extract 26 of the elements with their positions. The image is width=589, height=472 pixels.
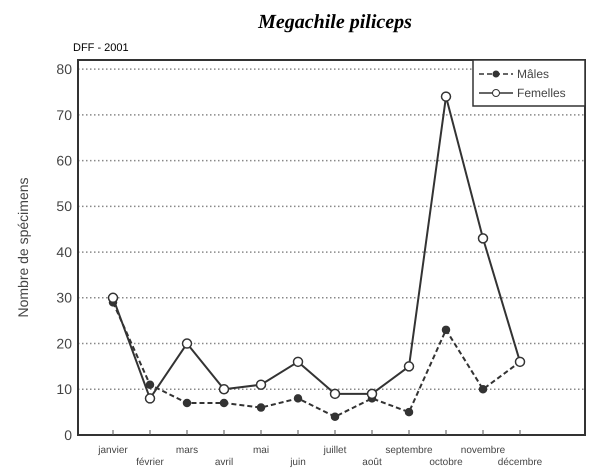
x-tick-label: février [136,457,165,468]
y-tick-label: 60 [56,152,72,169]
x-tick-label: novembre [460,445,506,456]
x-tick-label: décembre [498,457,543,468]
x-tick-label: avril [214,457,234,468]
x-tick-label: août [362,457,382,468]
x-tick-label: septembre [385,445,434,456]
x-tick-label: mai [252,445,270,456]
y-axis-title: Nombre de spécimens [15,177,31,318]
y-tick-label: 0 [64,426,72,443]
y-tick-label: 20 [56,335,72,352]
x-tick-label: juin [289,457,306,468]
y-tick-label: 50 [56,198,72,214]
y-tick-label: 80 [56,61,72,78]
legend-label: Mâles [517,67,550,82]
y-tick-label: 10 [56,381,72,398]
y-tick-label: 40 [56,244,72,260]
x-tick-label: janvier [97,445,128,456]
x-tick-label: octobre [429,457,464,468]
text: DFF - 2001 [73,42,129,54]
x-tick-label: mars [176,445,198,456]
legend-label: Femelles [517,86,566,100]
chart-title: Megachile piliceps [257,11,412,33]
y-tick-label: 30 [56,290,72,306]
x-tick-label: juillet [322,445,347,456]
y-tick-label: 70 [56,106,72,123]
